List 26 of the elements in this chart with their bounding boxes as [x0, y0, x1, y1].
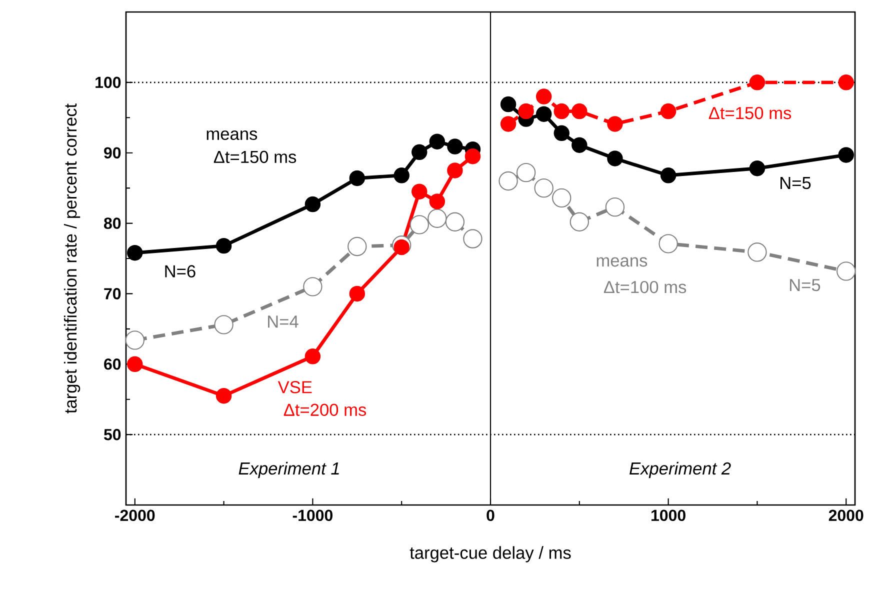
x-tick-label: 0 — [486, 510, 494, 522]
annotation: Δt=150 ms — [214, 150, 296, 164]
y-tick-label: 50 — [104, 428, 121, 440]
x-axis-title: target-cue delay / ms — [410, 546, 571, 562]
y-tick-label: 60 — [104, 358, 121, 370]
x-tick-label: -1000 — [292, 510, 332, 522]
annotation: Δt=150 ms — [708, 106, 792, 120]
annotation: N=5 — [790, 279, 820, 292]
annotation: N=5 — [780, 177, 811, 190]
y-tick-label: 70 — [104, 288, 121, 300]
x-tick-label: -2000 — [115, 510, 155, 522]
annotation: Δt=200 ms — [284, 404, 366, 416]
x-tick-label: 1000 — [652, 510, 686, 522]
annotation: means — [596, 257, 648, 267]
annotation: N=6 — [165, 265, 196, 278]
annotation: Experiment 1 — [238, 462, 339, 478]
y-tick-label: 90 — [104, 147, 121, 159]
annotation: Experiment 2 — [630, 462, 731, 478]
annotation: Δt=100 ms — [604, 280, 686, 294]
y-tick-label: 100 — [96, 76, 121, 88]
x-tick-label: 2000 — [828, 510, 864, 522]
y-axis-title: target identification rate / percent correct — [64, 104, 80, 414]
y-tick-label: 80 — [104, 218, 121, 229]
annotation: N=4 — [268, 316, 298, 328]
annotation: VSE — [278, 381, 312, 394]
annotation: means — [206, 130, 258, 140]
